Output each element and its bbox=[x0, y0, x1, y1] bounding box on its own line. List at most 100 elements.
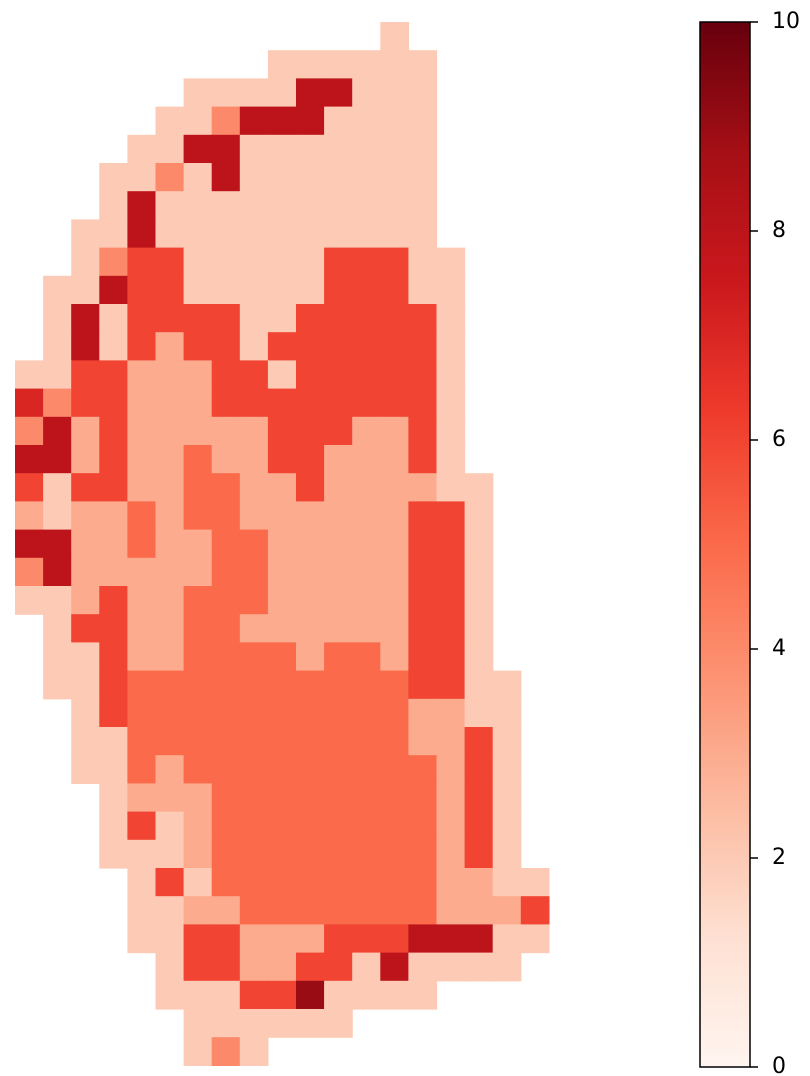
heatmap-cell bbox=[211, 529, 241, 559]
heatmap-cell bbox=[43, 388, 72, 418]
heatmap-cell bbox=[324, 529, 353, 559]
heatmap-cell bbox=[352, 783, 381, 813]
heatmap-cell bbox=[352, 445, 381, 474]
heatmap-cell bbox=[380, 445, 409, 474]
heatmap-cell bbox=[71, 304, 100, 333]
heatmap-cell bbox=[380, 896, 409, 925]
heatmap-cell bbox=[267, 811, 297, 841]
heatmap-cell bbox=[324, 1009, 353, 1038]
heatmap-cell bbox=[380, 868, 409, 897]
heatmap-cell bbox=[211, 586, 241, 615]
heatmap-cell bbox=[15, 501, 44, 531]
heatmap-cell bbox=[520, 868, 550, 897]
heatmap-cell bbox=[155, 868, 185, 897]
heatmap-cell bbox=[380, 557, 409, 587]
heatmap-cell bbox=[127, 614, 157, 643]
heatmap-cell bbox=[352, 219, 381, 249]
heatmap-cell bbox=[296, 980, 325, 1010]
heatmap-cell bbox=[239, 473, 269, 502]
heatmap-cell bbox=[352, 924, 381, 954]
heatmap-cell bbox=[211, 614, 241, 643]
heatmap-cell bbox=[380, 191, 409, 220]
heatmap-cell bbox=[99, 191, 128, 220]
heatmap-cell bbox=[492, 698, 522, 728]
heatmap-cell bbox=[436, 360, 466, 390]
heatmap-cell bbox=[520, 896, 550, 925]
heatmap-cell bbox=[296, 163, 325, 192]
heatmap-cell bbox=[380, 134, 409, 164]
heatmap-cell bbox=[492, 755, 522, 784]
heatmap-cell bbox=[267, 163, 297, 192]
heatmap-cell bbox=[324, 78, 353, 108]
heatmap-cell bbox=[352, 811, 381, 841]
heatmap-cell bbox=[324, 219, 353, 249]
heatmap-cell bbox=[408, 106, 438, 136]
heatmap-cell bbox=[71, 247, 100, 277]
colorbar-tick-label: 0 bbox=[772, 1054, 786, 1076]
heatmap-cell bbox=[324, 416, 353, 446]
heatmap-cell bbox=[352, 839, 381, 869]
heatmap-cell bbox=[380, 952, 409, 982]
heatmap-cell bbox=[324, 191, 353, 220]
heatmap-cell bbox=[239, 219, 269, 249]
heatmap-cell bbox=[267, 416, 297, 446]
heatmap-cell bbox=[436, 839, 466, 869]
heatmap-cell bbox=[127, 275, 157, 305]
heatmap-cell bbox=[408, 78, 438, 108]
heatmap-cell bbox=[380, 78, 409, 108]
heatmap-grid bbox=[15, 22, 550, 1066]
colorbar-tick-label: 6 bbox=[772, 427, 786, 452]
heatmap-cell bbox=[239, 557, 269, 587]
heatmap-cell bbox=[436, 332, 466, 361]
heatmap-cell bbox=[127, 868, 157, 897]
heatmap-cell bbox=[296, 388, 325, 418]
heatmap-cell bbox=[183, 163, 213, 192]
heatmap-cell bbox=[464, 783, 494, 813]
heatmap-cell bbox=[296, 106, 325, 136]
heatmap-cell bbox=[408, 219, 438, 249]
heatmap-cell bbox=[436, 304, 466, 333]
heatmap-cell bbox=[352, 388, 381, 418]
heatmap-cell bbox=[408, 614, 438, 643]
heatmap-cell bbox=[267, 980, 297, 1010]
heatmap-cell bbox=[267, 952, 297, 982]
heatmap-cell bbox=[99, 727, 128, 756]
heatmap-cell bbox=[183, 332, 213, 361]
heatmap-cell bbox=[127, 304, 157, 333]
heatmap-cell bbox=[408, 952, 438, 982]
heatmap-cell bbox=[296, 952, 325, 982]
heatmap-cell bbox=[211, 868, 241, 897]
heatmap-cell bbox=[43, 304, 72, 333]
heatmap-cell bbox=[352, 501, 381, 531]
heatmap-cell bbox=[352, 896, 381, 925]
heatmap-cell bbox=[239, 727, 269, 756]
heatmap-cell bbox=[408, 332, 438, 361]
heatmap-cell bbox=[239, 670, 269, 700]
heatmap-cell bbox=[324, 304, 353, 333]
heatmap-cell bbox=[211, 811, 241, 841]
heatmap-cell bbox=[99, 219, 128, 249]
heatmap-cell bbox=[492, 952, 522, 982]
heatmap-cell bbox=[183, 868, 213, 897]
heatmap-cell bbox=[267, 642, 297, 672]
heatmap-cell bbox=[464, 952, 494, 982]
heatmap-cell bbox=[296, 134, 325, 164]
heatmap-cell bbox=[155, 388, 185, 418]
colorbar-tick-label: 8 bbox=[772, 218, 786, 243]
heatmap-cell bbox=[464, 501, 494, 531]
heatmap-cell bbox=[267, 473, 297, 502]
heatmap-cell bbox=[155, 416, 185, 446]
heatmap-cell bbox=[239, 755, 269, 784]
heatmap-cell bbox=[380, 501, 409, 531]
heatmap-cell bbox=[239, 445, 269, 474]
heatmap-cell bbox=[267, 614, 297, 643]
heatmap-cell bbox=[239, 191, 269, 220]
heatmap-cell bbox=[324, 839, 353, 869]
heatmap-cell bbox=[211, 388, 241, 418]
heatmap-cell bbox=[43, 529, 72, 559]
heatmap-cell bbox=[183, 106, 213, 136]
heatmap-cell bbox=[380, 980, 409, 1010]
heatmap-cell bbox=[155, 557, 185, 587]
heatmap-cell bbox=[436, 501, 466, 531]
heatmap-cell bbox=[155, 586, 185, 615]
